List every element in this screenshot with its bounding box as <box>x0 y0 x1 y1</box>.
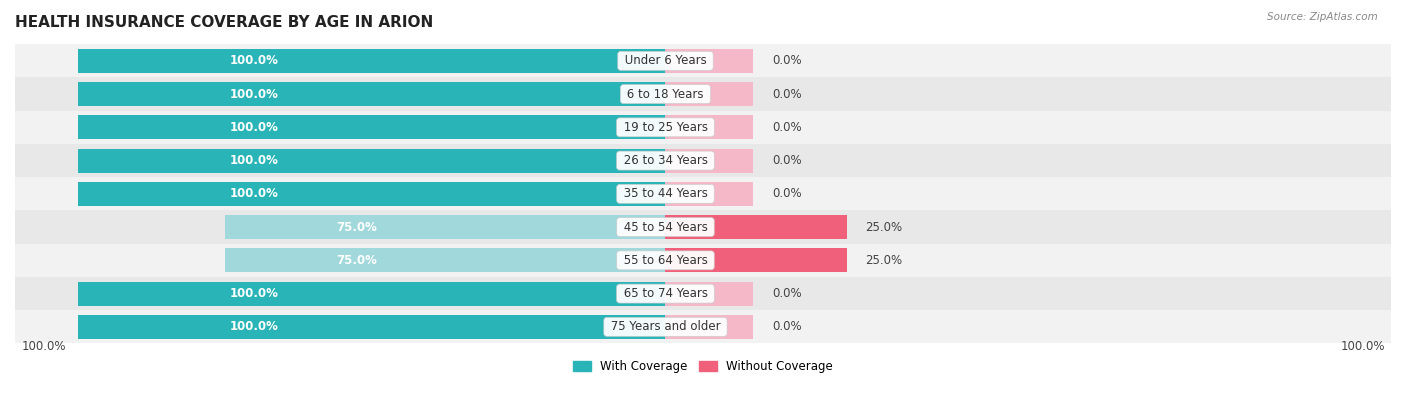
Bar <box>665 82 754 106</box>
Text: 0.0%: 0.0% <box>772 287 801 300</box>
Text: 0.0%: 0.0% <box>772 88 801 100</box>
Bar <box>15 177 1391 210</box>
Text: 25.0%: 25.0% <box>866 221 903 234</box>
Bar <box>665 182 754 206</box>
Text: 100.0%: 100.0% <box>229 154 278 167</box>
Bar <box>225 215 665 239</box>
Text: 100.0%: 100.0% <box>229 54 278 67</box>
Bar <box>15 78 1391 111</box>
Bar <box>665 249 846 272</box>
Text: 100.0%: 100.0% <box>21 339 66 353</box>
Text: 75.0%: 75.0% <box>336 221 377 234</box>
Text: 0.0%: 0.0% <box>772 54 801 67</box>
Bar <box>15 144 1391 177</box>
Bar <box>77 149 665 173</box>
Bar <box>665 149 754 173</box>
Text: 75 Years and older: 75 Years and older <box>607 320 724 333</box>
Text: 0.0%: 0.0% <box>772 121 801 134</box>
Bar <box>77 315 665 339</box>
Bar <box>15 44 1391 78</box>
Bar <box>77 282 665 305</box>
Text: 100.0%: 100.0% <box>1340 339 1385 353</box>
Bar <box>665 115 754 139</box>
Bar <box>15 244 1391 277</box>
Bar <box>665 315 754 339</box>
Text: 100.0%: 100.0% <box>229 320 278 333</box>
Text: 100.0%: 100.0% <box>229 88 278 100</box>
Bar <box>15 210 1391 244</box>
Text: 100.0%: 100.0% <box>229 287 278 300</box>
Bar <box>77 182 665 206</box>
Text: 6 to 18 Years: 6 to 18 Years <box>623 88 707 100</box>
Bar <box>15 277 1391 310</box>
Text: Source: ZipAtlas.com: Source: ZipAtlas.com <box>1267 12 1378 22</box>
Bar <box>15 310 1391 344</box>
Text: 75.0%: 75.0% <box>336 254 377 267</box>
Text: 65 to 74 Years: 65 to 74 Years <box>620 287 711 300</box>
Bar <box>665 215 846 239</box>
Text: 100.0%: 100.0% <box>229 121 278 134</box>
Text: 26 to 34 Years: 26 to 34 Years <box>620 154 711 167</box>
Text: 0.0%: 0.0% <box>772 154 801 167</box>
Text: 25.0%: 25.0% <box>866 254 903 267</box>
Text: 100.0%: 100.0% <box>229 187 278 200</box>
Bar <box>77 82 665 106</box>
Text: 55 to 64 Years: 55 to 64 Years <box>620 254 711 267</box>
Bar <box>225 249 665 272</box>
Bar <box>77 49 665 73</box>
Text: 35 to 44 Years: 35 to 44 Years <box>620 187 711 200</box>
Bar <box>665 49 754 73</box>
Bar <box>15 111 1391 144</box>
Text: 0.0%: 0.0% <box>772 187 801 200</box>
Text: 0.0%: 0.0% <box>772 320 801 333</box>
Bar <box>77 115 665 139</box>
Text: 45 to 54 Years: 45 to 54 Years <box>620 221 711 234</box>
Text: Under 6 Years: Under 6 Years <box>620 54 710 67</box>
Text: HEALTH INSURANCE COVERAGE BY AGE IN ARION: HEALTH INSURANCE COVERAGE BY AGE IN ARIO… <box>15 15 433 30</box>
Legend: With Coverage, Without Coverage: With Coverage, Without Coverage <box>568 355 838 378</box>
Text: 19 to 25 Years: 19 to 25 Years <box>620 121 711 134</box>
Bar <box>665 282 754 305</box>
